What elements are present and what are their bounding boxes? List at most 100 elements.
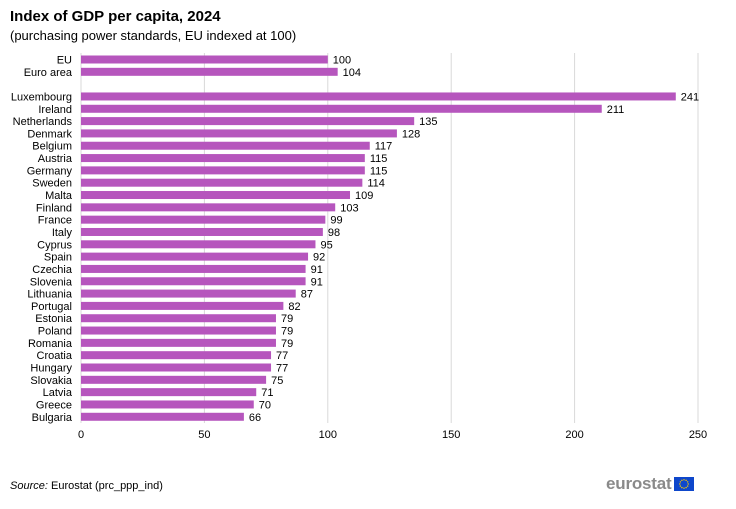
bar bbox=[81, 227, 323, 236]
category-label: Spain bbox=[44, 252, 72, 264]
bar bbox=[81, 178, 363, 187]
category-label: Ireland bbox=[38, 104, 72, 116]
value-label: 91 bbox=[311, 276, 323, 288]
category-label: Sweden bbox=[32, 178, 72, 190]
value-label: 98 bbox=[328, 227, 340, 239]
category-label: Belgium bbox=[32, 141, 72, 153]
bar bbox=[81, 141, 370, 150]
bar bbox=[81, 154, 365, 163]
bar bbox=[81, 129, 397, 138]
value-label: 103 bbox=[340, 202, 358, 214]
source-note: Source: Eurostat (prc_ppp_ind) bbox=[10, 480, 163, 492]
bar bbox=[81, 104, 602, 113]
x-tick-label: 0 bbox=[78, 429, 84, 441]
category-label: Latvia bbox=[43, 387, 73, 399]
value-label: 79 bbox=[281, 326, 293, 338]
chart-subtitle: (purchasing power standards, EU indexed … bbox=[10, 28, 297, 43]
bar bbox=[81, 67, 338, 76]
category-label: Portugal bbox=[31, 301, 72, 313]
x-tick-label: 200 bbox=[565, 429, 583, 441]
source-text: Eurostat (prc_ppp_ind) bbox=[50, 480, 163, 492]
category-label: Slovenia bbox=[30, 276, 73, 288]
category-label: Greece bbox=[36, 399, 72, 411]
category-label: Croatia bbox=[37, 350, 73, 362]
value-label: 115 bbox=[370, 165, 388, 177]
value-label: 66 bbox=[249, 412, 261, 424]
value-label: 71 bbox=[261, 387, 273, 399]
category-label: Euro area bbox=[24, 67, 73, 79]
value-label: 109 bbox=[355, 190, 373, 202]
eurostat-logo: eurostat bbox=[606, 474, 695, 494]
category-label: France bbox=[38, 215, 72, 227]
value-label: 92 bbox=[313, 252, 325, 264]
bar bbox=[81, 55, 328, 64]
value-label: 79 bbox=[281, 338, 293, 350]
value-label: 135 bbox=[419, 116, 437, 128]
bar bbox=[81, 203, 336, 212]
category-label: Finland bbox=[36, 202, 72, 214]
bar bbox=[81, 314, 276, 323]
value-label: 241 bbox=[681, 91, 699, 103]
category-label: Netherlands bbox=[13, 116, 73, 128]
bar bbox=[81, 166, 365, 175]
x-tick-label: 100 bbox=[319, 429, 337, 441]
chart-title: Index of GDP per capita, 2024 bbox=[10, 8, 221, 25]
value-label: 79 bbox=[281, 313, 293, 325]
bar bbox=[81, 326, 276, 335]
value-label: 95 bbox=[320, 239, 332, 251]
value-label: 87 bbox=[301, 289, 313, 301]
bar bbox=[81, 252, 309, 261]
category-label: EU bbox=[57, 55, 72, 67]
category-label: Germany bbox=[27, 165, 73, 177]
category-label: Poland bbox=[38, 326, 72, 338]
category-label: Slovakia bbox=[30, 375, 72, 387]
bar bbox=[81, 117, 415, 126]
value-label: 75 bbox=[271, 375, 283, 387]
x-tick-label: 150 bbox=[442, 429, 460, 441]
bar bbox=[81, 363, 272, 372]
value-label: 115 bbox=[370, 153, 388, 165]
category-label: Italy bbox=[52, 227, 73, 239]
category-label: Malta bbox=[45, 190, 73, 202]
bar bbox=[81, 301, 284, 310]
category-label: Cyprus bbox=[37, 239, 72, 251]
category-label: Bulgaria bbox=[32, 412, 73, 424]
value-label: 104 bbox=[343, 67, 361, 79]
value-label: 100 bbox=[333, 55, 351, 67]
category-label: Denmark bbox=[27, 128, 72, 140]
x-tick-label: 250 bbox=[689, 429, 707, 441]
eu-flag-icon bbox=[674, 477, 695, 491]
category-label: Romania bbox=[28, 338, 73, 350]
value-label: 211 bbox=[607, 104, 625, 116]
bar bbox=[81, 338, 276, 347]
category-label: Estonia bbox=[35, 313, 73, 325]
value-label: 77 bbox=[276, 350, 288, 362]
value-label: 114 bbox=[367, 178, 385, 190]
bar bbox=[81, 351, 272, 360]
category-label: Lithuania bbox=[27, 289, 73, 301]
value-label: 70 bbox=[259, 399, 271, 411]
bar bbox=[81, 375, 267, 384]
value-label: 99 bbox=[330, 215, 342, 227]
value-label: 128 bbox=[402, 128, 420, 140]
category-label: Luxembourg bbox=[11, 91, 72, 103]
bar bbox=[81, 191, 351, 200]
eurostat-logo-text: eurostat bbox=[606, 474, 672, 493]
category-label: Austria bbox=[38, 153, 73, 165]
category-label: Czechia bbox=[32, 264, 73, 276]
bar bbox=[81, 289, 296, 298]
source-label: Source: bbox=[10, 480, 48, 492]
bar bbox=[81, 277, 306, 286]
value-label: 77 bbox=[276, 363, 288, 375]
bar bbox=[81, 240, 316, 249]
bar bbox=[81, 92, 676, 101]
value-label: 117 bbox=[375, 141, 393, 153]
bar bbox=[81, 215, 326, 224]
x-tick-label: 50 bbox=[198, 429, 210, 441]
category-label: Hungary bbox=[30, 363, 72, 375]
bar bbox=[81, 400, 254, 409]
value-label: 82 bbox=[288, 301, 300, 313]
bar bbox=[81, 388, 257, 397]
value-label: 91 bbox=[311, 264, 323, 276]
